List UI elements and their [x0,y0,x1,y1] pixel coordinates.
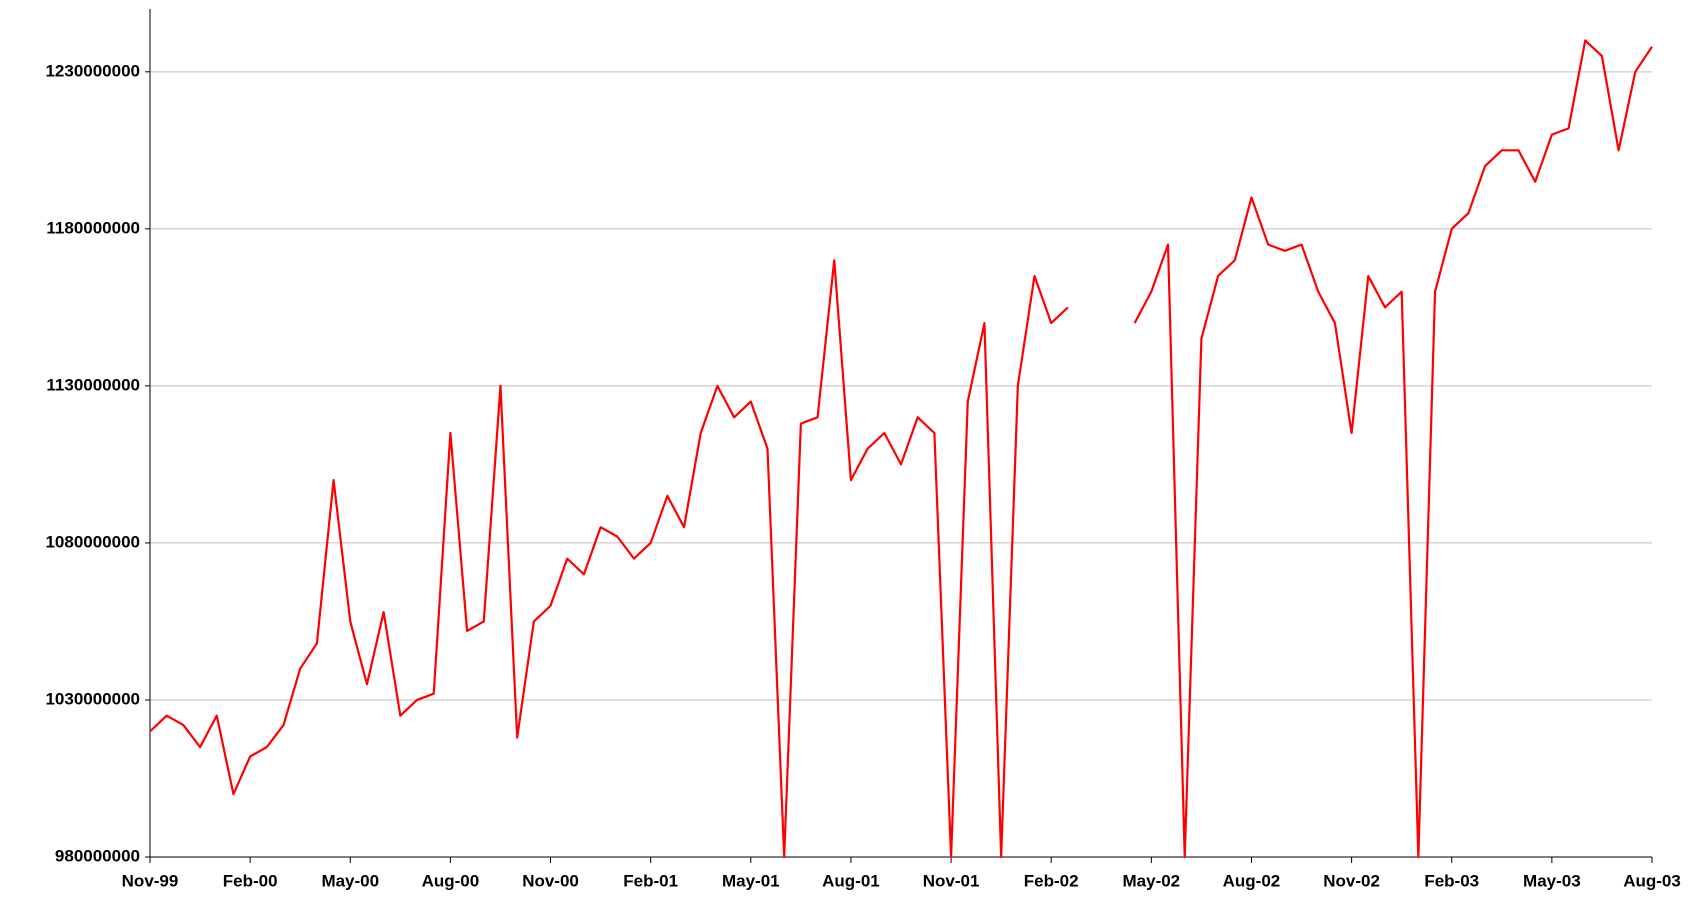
x-tick-label: Feb-00 [223,871,278,890]
x-tick-label: Feb-03 [1424,871,1479,890]
x-tick-label: Aug-03 [1623,871,1681,890]
y-tick-label: 1080000000 [45,532,140,551]
x-tick-label: May-00 [321,871,379,890]
x-tick-label: May-03 [1523,871,1581,890]
x-tick-label: Nov-02 [1323,871,1380,890]
x-tick-label: Aug-00 [422,871,480,890]
x-tick-label: May-01 [722,871,780,890]
x-tick-label: Aug-02 [1223,871,1281,890]
x-tick-label: Aug-01 [822,871,880,890]
y-tick-label: 1130000000 [46,375,140,394]
y-tick-label: 980000000 [55,846,140,865]
x-tick-label: Nov-99 [122,871,179,890]
y-tick-label: 1030000000 [45,689,140,708]
x-tick-label: Nov-00 [522,871,579,890]
data-line [149,39,1653,859]
x-tick-label: Nov-01 [923,871,980,890]
x-tick-label: Feb-01 [623,871,678,890]
x-tick-label: Feb-02 [1024,871,1079,890]
x-tick-label: May-02 [1123,871,1181,890]
y-tick-label: 1180000000 [46,218,140,237]
y-tick-label: 1230000000 [45,61,140,80]
